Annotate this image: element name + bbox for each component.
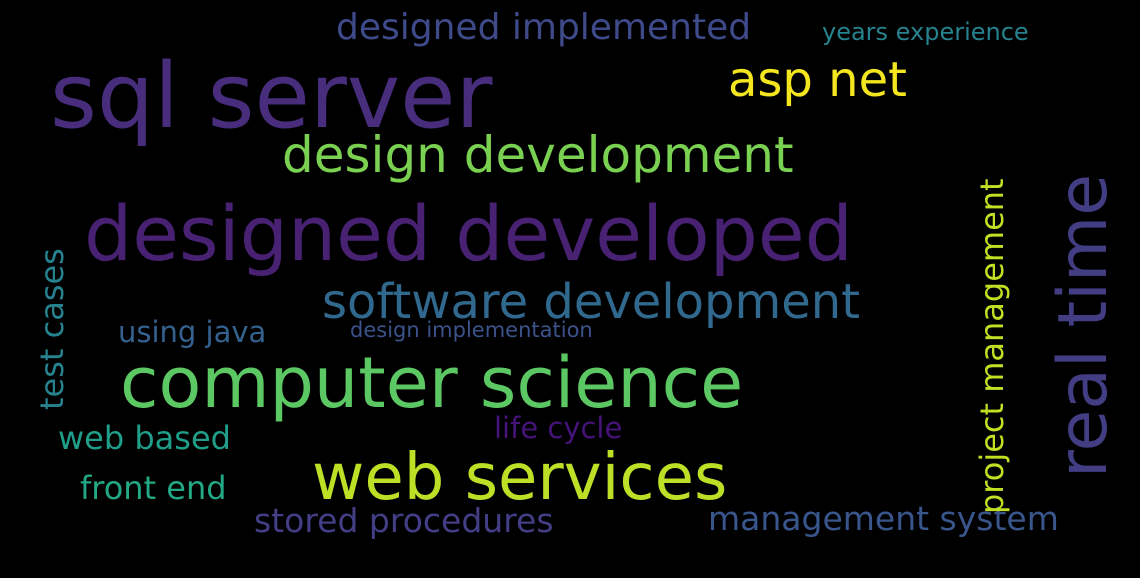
word-web-based: web based [58, 419, 231, 457]
word-years-experience: years experience [822, 18, 1029, 46]
word-designed-implemented: designed implemented [336, 7, 752, 48]
word-project-management: project management [973, 178, 1011, 514]
word-front-end: front end [80, 469, 227, 507]
word-designed-developed: designed developed [84, 189, 853, 278]
word-design-development: design development [282, 126, 794, 184]
word-design-implementation: design implementation [350, 318, 593, 342]
word-management-system: management system [708, 499, 1059, 538]
word-software-development: software development [322, 274, 861, 330]
word-asp-net: asp net [728, 52, 907, 108]
word-test-cases: test cases [33, 248, 71, 410]
word-stored-procedures: stored procedures [254, 501, 554, 540]
word-life-cycle: life cycle [494, 411, 623, 445]
word-using-java: using java [118, 315, 267, 349]
word-real-time: real time [1044, 173, 1123, 478]
word-computer-science: computer science [120, 342, 744, 424]
word-web-services: web services [312, 441, 728, 515]
word-sql-server: sql server [50, 44, 493, 149]
